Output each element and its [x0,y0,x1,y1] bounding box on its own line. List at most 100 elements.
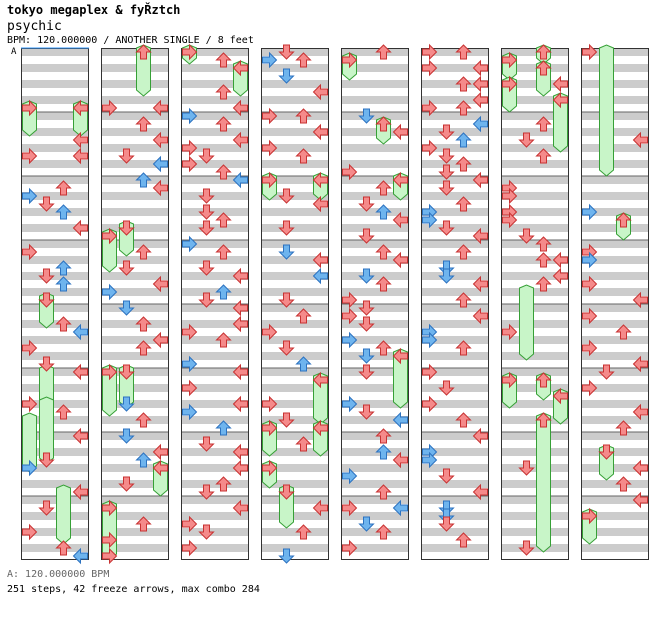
beat-stripe [101,272,169,280]
beat-stripe [21,96,89,104]
down-arrow-icon [438,124,455,140]
left-arrow-icon [342,467,358,485]
beat-stripe [421,320,489,328]
beat-stripe [261,544,329,552]
beat-stripe [101,160,169,168]
beat-stripe [101,432,169,440]
left-arrow-icon [22,339,38,357]
up-arrow-icon [535,252,552,268]
freeze-arrow [536,412,551,553]
beat-stripe [101,256,169,264]
beat-stripe [421,544,489,552]
left-arrow-icon [182,43,198,61]
down-arrow-icon [198,524,215,540]
beat-stripe [341,464,409,472]
beat-stripe [261,176,329,184]
beat-stripe [581,176,649,184]
beat-stripe [341,416,409,424]
beat-stripe [21,432,89,440]
beat-stripe [21,448,89,456]
beat-stripe [341,304,409,312]
beat-stripe [341,352,409,360]
beat-stripe [421,272,489,280]
up-arrow-icon [55,204,72,220]
right-arrow-icon [152,443,168,461]
beat-stripe [181,352,249,360]
up-arrow-icon [215,420,232,436]
up-arrow-icon [295,524,312,540]
right-arrow-icon [152,459,168,477]
up-arrow-icon [135,44,152,60]
beat-stripe [341,368,409,376]
beat-stripe [341,144,409,152]
beat-stripe [261,64,329,72]
left-arrow-icon [422,331,438,349]
beat-stripe [421,464,489,472]
left-arrow-icon [342,395,358,413]
left-arrow-icon [422,139,438,157]
beat-stripe [581,464,649,472]
up-arrow-icon [215,284,232,300]
right-arrow-icon [232,315,248,333]
beat-stripe [101,176,169,184]
up-arrow-icon [615,476,632,492]
left-arrow-icon [182,379,198,397]
left-arrow-icon [262,323,278,341]
beat-stripe [261,96,329,104]
beat-stripe [261,256,329,264]
beat-stripe [181,208,249,216]
beat-stripe [21,384,89,392]
beat-stripe [101,480,169,488]
up-arrow-icon [455,76,472,92]
beat-stripe [341,176,409,184]
up-arrow-icon [375,484,392,500]
up-arrow-icon [535,236,552,252]
left-arrow-icon [422,451,438,469]
beat-stripe [21,80,89,88]
left-arrow-icon [262,171,278,189]
left-arrow-icon [102,363,118,381]
up-arrow-icon [375,44,392,60]
beat-stripe [181,304,249,312]
beat-stripe [181,128,249,136]
right-arrow-icon [392,251,408,269]
beat-stripe [21,240,89,248]
up-arrow-icon [55,540,72,556]
right-arrow-icon [632,131,648,149]
beat-stripe [501,96,569,104]
beat-stripe [581,144,649,152]
beat-stripe [261,128,329,136]
down-arrow-icon [438,164,455,180]
down-arrow-icon [438,380,455,396]
beat-stripe [581,208,649,216]
beat-stripe [21,160,89,168]
up-arrow-icon [535,116,552,132]
beat-stripe [421,400,489,408]
beat-stripe [101,496,169,504]
beat-stripe [421,80,489,88]
left-arrow-icon [102,227,118,245]
beat-stripe [501,224,569,232]
beat-stripe [581,320,649,328]
up-arrow-icon [455,244,472,260]
beat-stripe [501,160,569,168]
right-arrow-icon [152,155,168,173]
beat-stripe [261,512,329,520]
beat-stripe [101,128,169,136]
beat-stripe [21,480,89,488]
beat-stripe [341,80,409,88]
beat-stripe [581,400,649,408]
beat-stripe [501,272,569,280]
beat-stripe [421,192,489,200]
right-arrow-icon [72,547,88,565]
beat-stripe [421,416,489,424]
beat-stripe [101,368,169,376]
beat-stripe [261,304,329,312]
left-arrow-icon [22,523,38,541]
right-arrow-icon [312,251,328,269]
beat-stripe [501,352,569,360]
beat-stripe [341,256,409,264]
beat-stripe [501,464,569,472]
up-arrow-icon [215,212,232,228]
beat-stripe [181,400,249,408]
